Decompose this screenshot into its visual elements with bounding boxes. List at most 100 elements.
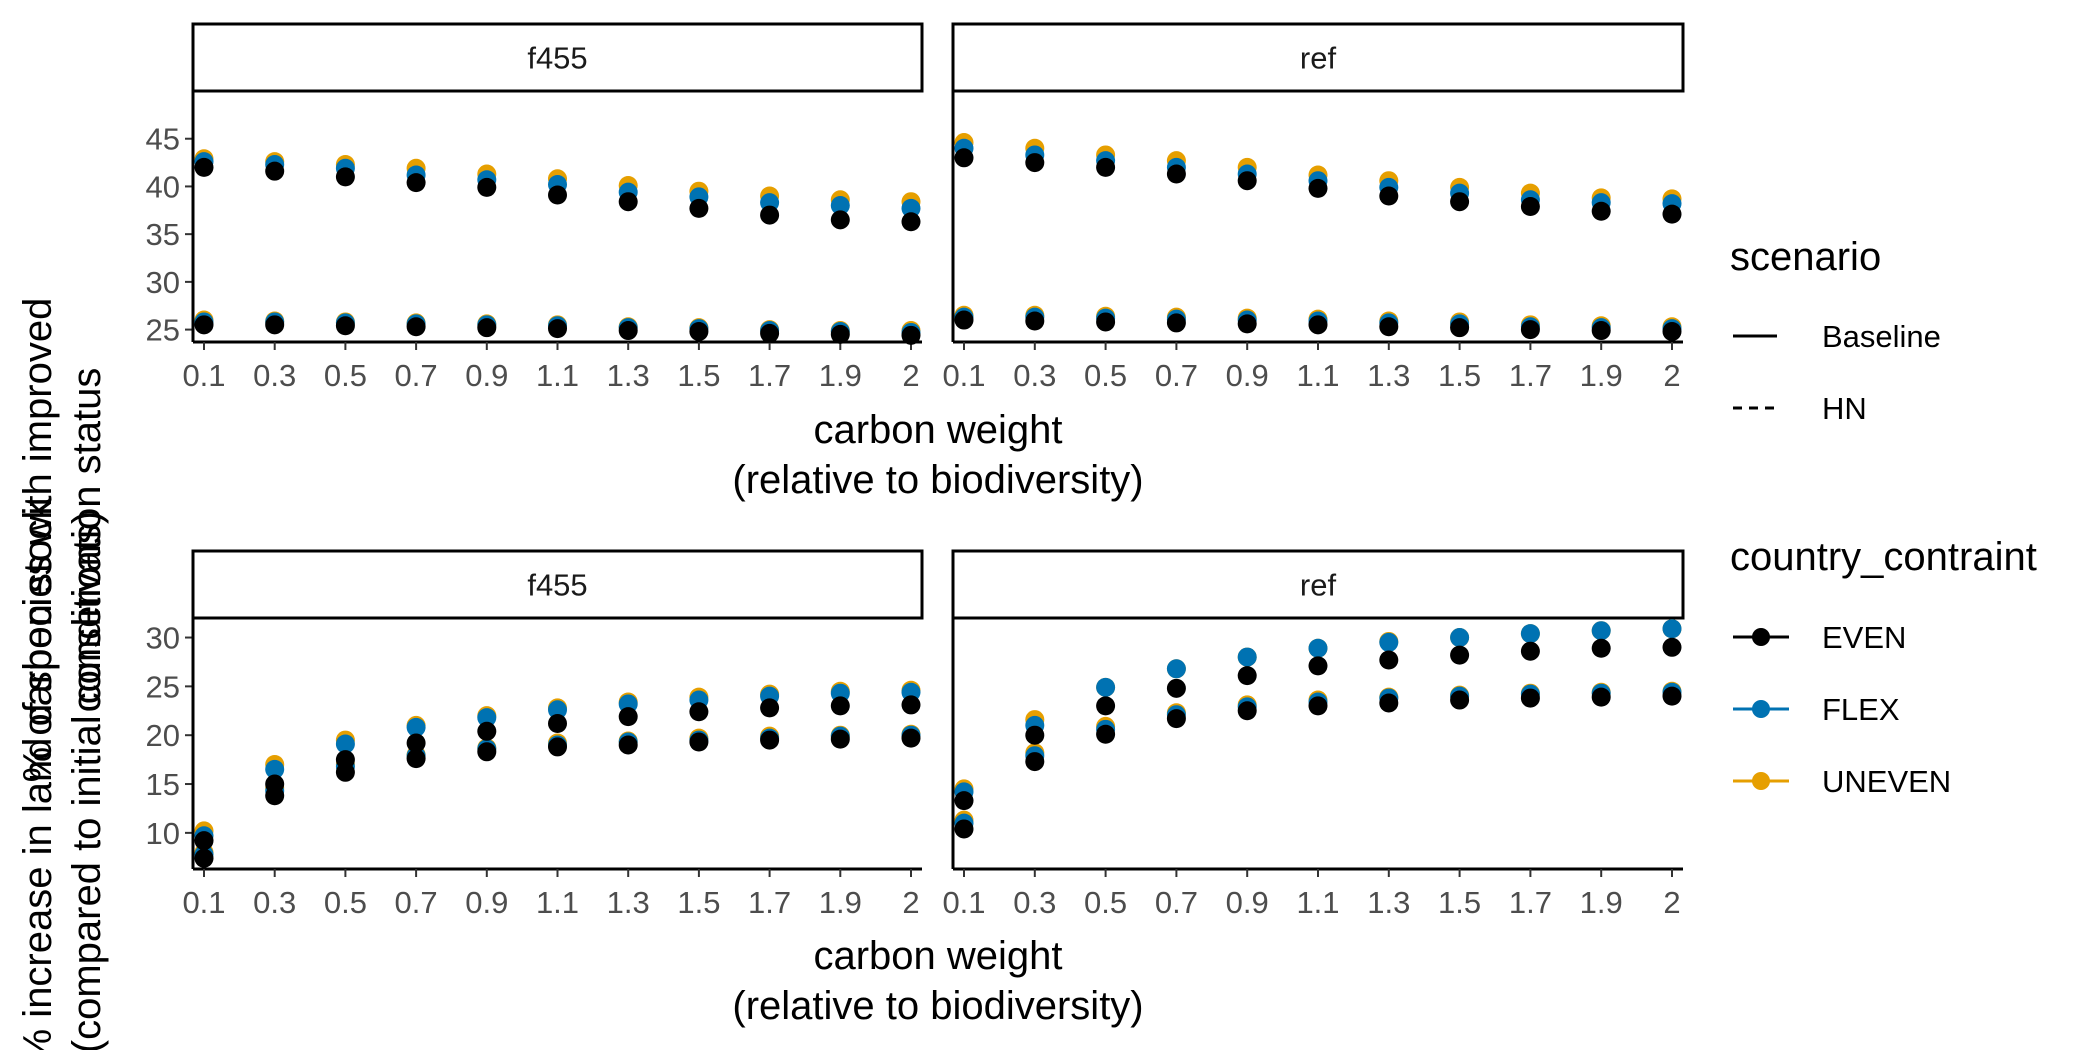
data-point-even (548, 713, 567, 733)
y-axis-title-line: (compared to initial conditions) (65, 511, 109, 1050)
x-axis-title-line: (relative to biodiversity) (732, 984, 1143, 1028)
data-point-flex (1379, 632, 1399, 652)
x-tick-label: 1.3 (1367, 358, 1410, 393)
x-tick-label: 0.3 (1013, 885, 1056, 920)
y-tick-label: 20 (146, 718, 180, 753)
data-point-even (1237, 701, 1257, 721)
chart-2: 10 15 20 25 30 % increase in land carbon stoc… (16, 499, 1685, 1050)
facet-f455: f455 0.1 0.3 0.5 0.7 0.9 1.1 1.3 1.5 1.7 1.9 2 (182, 549, 924, 920)
x-tick-label: 1.3 (1367, 885, 1410, 920)
data-point-even (1450, 645, 1470, 665)
x-tick-label: 1.7 (748, 885, 791, 920)
data-point-flex (1450, 628, 1470, 648)
x-tick-label: 1.7 (748, 358, 791, 393)
data-point-flex (830, 196, 850, 216)
data-point-flex (265, 759, 285, 779)
data-point-even (954, 791, 974, 811)
y-tick-label: 35 (146, 217, 180, 252)
legend-title-scenario: scenario (1730, 235, 1881, 279)
x-tick-label: 1.3 (607, 885, 650, 920)
x-tick-label: 2 (902, 885, 919, 920)
x-tick-label: 1.1 (536, 358, 579, 393)
data-point-flex (1662, 619, 1682, 639)
x-tick-label: 0.5 (324, 885, 367, 920)
data-point-even (194, 315, 214, 335)
x-tick-label: 0.7 (1155, 885, 1198, 920)
facet-ref: ref 0.1 0.3 0.5 0.7 0.9 1.1 1.3 1.5 1.7 1.9 2 (942, 549, 1685, 920)
data-point-flex (1308, 638, 1328, 658)
legend-label-even: EVEN (1822, 620, 1906, 655)
data-point-even (335, 167, 355, 187)
x-tick-label: 0.1 (182, 358, 225, 393)
x-tick-label: 1.5 (1438, 358, 1481, 393)
data-point-even (830, 729, 850, 749)
data-point-even (1025, 725, 1045, 745)
data-point-even (1096, 696, 1116, 716)
x-tick-label: 0.9 (465, 358, 508, 393)
facet-strip (191, 22, 924, 93)
data-point-flex (1591, 621, 1611, 641)
x-tick-label: 1.9 (819, 358, 862, 393)
x-tick-label: 0.5 (1084, 885, 1127, 920)
x-tick-label: 1.7 (1509, 885, 1552, 920)
legend-label-baseline: Baseline (1822, 319, 1941, 354)
data-point-even (954, 148, 974, 168)
facet-strip (951, 22, 1685, 93)
x-tick-label: 0.9 (465, 885, 508, 920)
data-point-even (194, 831, 214, 851)
data-point-even (618, 707, 638, 727)
facet-strip-label: ref (1300, 41, 1337, 76)
chart-1: 25 30 35 40 45 % of species with improved cons… (16, 22, 1685, 782)
data-point-even (1520, 320, 1540, 340)
data-point-even (548, 185, 567, 205)
data-point-flex (1166, 659, 1186, 679)
y-tick-label: 15 (146, 767, 180, 802)
data-point-even (1025, 311, 1045, 331)
data-point-even (194, 848, 214, 868)
legend-label-flex: FLEX (1822, 692, 1900, 727)
data-point-even (901, 212, 921, 232)
data-point-even (1662, 637, 1682, 657)
data-point-even (1308, 656, 1328, 676)
data-point-even (618, 321, 638, 341)
data-point-even (1166, 313, 1186, 333)
data-point-flex (1096, 677, 1116, 697)
x-axis-title-line: carbon weight (813, 408, 1062, 452)
data-point-even (406, 749, 426, 769)
data-point-even (1025, 752, 1045, 772)
y-tick-label: 40 (146, 169, 180, 204)
data-point-even (1166, 709, 1186, 729)
data-point-even (548, 319, 567, 339)
data-point-even (1520, 641, 1540, 661)
data-point-even (1450, 318, 1470, 338)
legend-key-uneven (1733, 772, 1789, 790)
x-axis-title-line: (relative to biodiversity) (732, 458, 1143, 502)
legend-key-even (1733, 628, 1789, 646)
legend: scenario Baseline HN country_contraint E… (1730, 235, 2037, 799)
data-point-even (760, 698, 780, 718)
data-point-even (1379, 317, 1399, 337)
data-point-even (265, 161, 285, 181)
data-point-even (1096, 312, 1116, 332)
data-point-even (830, 324, 850, 344)
legend-label-uneven: UNEVEN (1822, 764, 1951, 799)
data-point-even (1591, 687, 1611, 707)
x-tick-label: 1.9 (1580, 358, 1623, 393)
data-point-even (1450, 192, 1470, 212)
x-tick-label: 1.1 (536, 885, 579, 920)
x-tick-label: 1.1 (1296, 358, 1339, 393)
x-tick-label: 1.1 (1296, 885, 1339, 920)
x-tick-label: 0.7 (1155, 358, 1198, 393)
x-tick-label: 0.5 (1084, 358, 1127, 393)
data-point-flex (335, 734, 355, 754)
x-tick-label: 0.1 (182, 885, 225, 920)
data-point-even (477, 318, 497, 338)
y-tick-label: 30 (146, 621, 180, 656)
data-point-even (901, 325, 921, 345)
data-point-even (618, 192, 638, 212)
data-point-even (689, 198, 709, 218)
data-point-even (406, 317, 426, 337)
x-tick-label: 0.1 (942, 358, 985, 393)
facet-strip-label: ref (1300, 568, 1337, 603)
legend-key-flex (1733, 700, 1789, 718)
